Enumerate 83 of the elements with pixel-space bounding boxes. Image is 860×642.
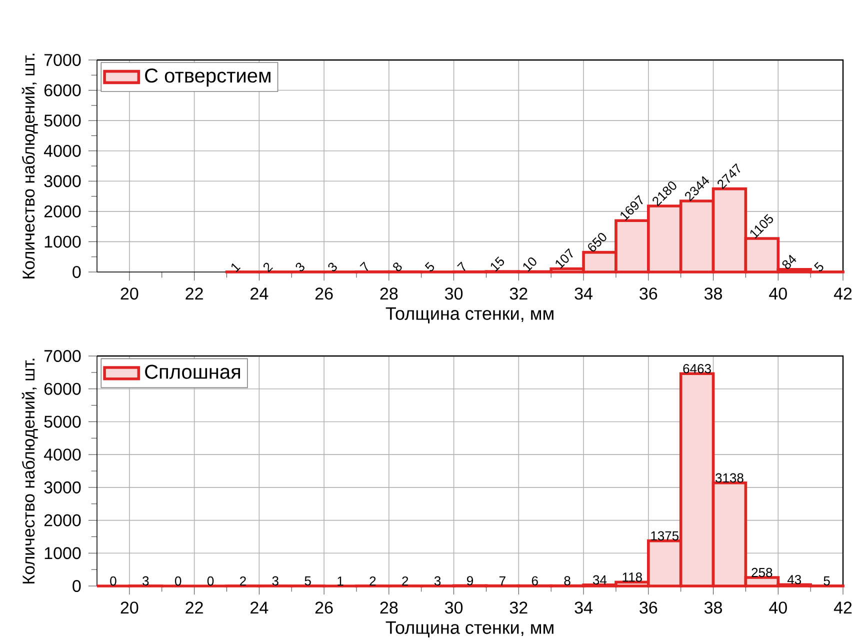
y-tick-label: 6000 bbox=[44, 382, 81, 395]
data-label: 43 bbox=[787, 574, 802, 584]
x-tick-label: 42 bbox=[834, 288, 852, 300]
y-axis-title: Количество наблюдений, шт. bbox=[22, 358, 38, 584]
data-label: 258 bbox=[752, 568, 772, 578]
data-label: 0 bbox=[207, 576, 214, 586]
data-label: 6463 bbox=[683, 364, 711, 374]
data-label: 5 bbox=[424, 262, 434, 272]
data-label: 10 bbox=[523, 257, 536, 272]
x-tick-label: 32 bbox=[510, 288, 528, 300]
x-tick-label: 22 bbox=[186, 602, 203, 614]
data-label: 34 bbox=[593, 575, 607, 584]
x-axis-title: Толщина стенки, мм bbox=[386, 307, 554, 324]
x-tick-label: 26 bbox=[315, 602, 333, 614]
data-label: 3 bbox=[434, 576, 441, 586]
data-label: 6 bbox=[532, 576, 538, 586]
y-tick-label: 5000 bbox=[44, 114, 81, 127]
data-label: 1 bbox=[231, 263, 241, 272]
y-tick-label: 7000 bbox=[44, 54, 81, 66]
data-label: 2 bbox=[263, 262, 273, 272]
data-label: 650 bbox=[588, 233, 606, 252]
y-tick-label: 2000 bbox=[44, 514, 81, 526]
legend-label: Сплошная bbox=[145, 364, 240, 379]
data-label: 1 bbox=[338, 576, 344, 586]
data-label: 3 bbox=[296, 262, 304, 272]
y-tick-label: 1000 bbox=[44, 547, 81, 560]
x-tick-label: 20 bbox=[120, 602, 138, 614]
data-label: 2 bbox=[402, 576, 408, 586]
data-label: 8 bbox=[393, 262, 402, 272]
data-label: 15 bbox=[490, 256, 504, 272]
x-tick-label: 24 bbox=[250, 288, 268, 300]
y-tick-label: 5000 bbox=[44, 416, 81, 428]
y-tick-label: 2000 bbox=[44, 205, 81, 218]
x-tick-label: 42 bbox=[834, 602, 852, 614]
x-tick-label: 20 bbox=[120, 288, 138, 300]
x-tick-label: 36 bbox=[640, 602, 658, 614]
data-label: 8 bbox=[564, 576, 570, 586]
data-label: 5 bbox=[814, 262, 824, 272]
data-label: 2 bbox=[370, 576, 376, 586]
x-tick-label: 24 bbox=[250, 602, 268, 614]
x-tick-label: 38 bbox=[704, 602, 722, 614]
x-axis-title: Толщина стенки, мм bbox=[386, 621, 554, 638]
x-tick-label: 28 bbox=[380, 288, 398, 300]
x-tick-label: 38 bbox=[704, 288, 722, 300]
y-tick-label: 0 bbox=[72, 580, 81, 592]
x-tick-label: 22 bbox=[186, 288, 203, 300]
y-tick-label: 4000 bbox=[44, 144, 81, 157]
x-tick-label: 32 bbox=[510, 602, 528, 614]
x-tick-label: 40 bbox=[769, 602, 787, 614]
x-tick-label: 36 bbox=[640, 288, 658, 300]
data-label: 3138 bbox=[716, 473, 744, 482]
data-label: 7 bbox=[360, 262, 368, 271]
data-label: 0 bbox=[174, 576, 182, 586]
y-tick-label: 4000 bbox=[44, 448, 81, 461]
x-tick-label: 34 bbox=[574, 602, 592, 614]
y-tick-label: 6000 bbox=[44, 84, 81, 96]
legend-label: С отверстием bbox=[145, 68, 270, 87]
data-label: 3 bbox=[142, 576, 149, 586]
y-axis-title: Количество наблюдений, шт. bbox=[22, 54, 38, 278]
data-label: 5 bbox=[824, 576, 830, 586]
x-tick-label: 28 bbox=[380, 602, 398, 614]
x-tick-label: 30 bbox=[444, 288, 463, 300]
data-label: 3 bbox=[272, 576, 278, 586]
data-label: 7 bbox=[457, 262, 466, 271]
data-label: 0 bbox=[110, 576, 116, 586]
data-label: 7 bbox=[499, 576, 506, 586]
data-label: 1375 bbox=[651, 531, 679, 540]
y-tick-label: 3000 bbox=[44, 175, 81, 188]
data-label: 3 bbox=[328, 262, 337, 272]
data-label: 9 bbox=[466, 576, 474, 586]
data-label: 118 bbox=[622, 572, 642, 582]
y-tick-label: 3000 bbox=[44, 481, 81, 494]
x-tick-label: 34 bbox=[574, 288, 592, 300]
y-tick-label: 0 bbox=[72, 266, 81, 278]
x-tick-label: 40 bbox=[769, 288, 787, 300]
data-label: 2 bbox=[240, 576, 246, 586]
x-tick-label: 26 bbox=[315, 288, 333, 300]
data-label: 84 bbox=[782, 254, 796, 269]
y-tick-label: 7000 bbox=[44, 350, 81, 362]
data-label: 107 bbox=[556, 248, 573, 269]
x-tick-label: 30 bbox=[444, 602, 463, 614]
y-tick-label: 1000 bbox=[44, 236, 81, 248]
data-label: 5 bbox=[304, 576, 311, 586]
